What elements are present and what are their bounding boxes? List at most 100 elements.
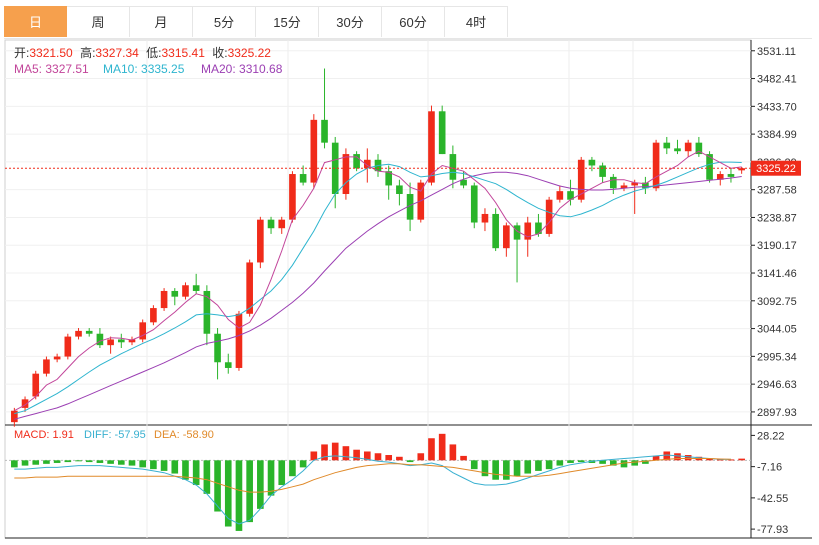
- candle-body: [160, 290, 168, 309]
- candle-body: [695, 142, 703, 155]
- candle-body: [139, 322, 147, 340]
- macd-bar: [289, 460, 296, 477]
- candle-body: [438, 111, 446, 155]
- candle-body: [535, 222, 542, 234]
- close-label: 收:: [212, 46, 227, 60]
- ma10-legend: MA10: 3335.25: [103, 62, 185, 76]
- macd-bar: [684, 455, 692, 461]
- y-tick-label: 2946.63: [757, 379, 797, 391]
- tab-1[interactable]: 周: [67, 6, 130, 37]
- macd-bar: [139, 460, 147, 468]
- candle-body: [53, 356, 61, 360]
- grid: [4, 39, 812, 539]
- open-label: 开:: [14, 46, 29, 60]
- moving-averages: [5, 150, 751, 420]
- candle-body: [663, 142, 671, 149]
- high-label: 高:: [80, 45, 95, 60]
- timeframe-tabs: 日周月 5分 15分 30分 60分 4时: [4, 6, 812, 39]
- macd-bar: [75, 460, 82, 462]
- candle-body: [385, 171, 393, 186]
- candle-body: [331, 142, 339, 194]
- ma10-line: [14, 161, 742, 415]
- macd-bar: [278, 460, 286, 486]
- candle-body: [96, 333, 104, 346]
- candle-body: [545, 199, 553, 234]
- candle-body: [492, 213, 499, 249]
- macd-bar: [385, 455, 393, 461]
- macd-bar: [545, 460, 553, 470]
- tab-2[interactable]: 月: [130, 6, 193, 37]
- macd-bar: [438, 433, 446, 461]
- tab-6[interactable]: 60分: [382, 6, 445, 37]
- macd-bar: [257, 460, 264, 509]
- macd-bar: [727, 459, 735, 461]
- y-tick-label: 3433.70: [757, 101, 797, 113]
- y-tick-label: 3092.75: [757, 296, 797, 308]
- y-tick-label: 3044.05: [757, 324, 797, 336]
- y-tick-label: 3384.99: [757, 129, 797, 141]
- tab-7[interactable]: 4时: [445, 6, 508, 37]
- y-tick-label: 3238.87: [757, 212, 797, 224]
- macd-bar: [331, 442, 339, 461]
- tab-0[interactable]: 日: [4, 6, 67, 37]
- candle-body: [642, 182, 649, 189]
- candle-body: [214, 333, 221, 363]
- candle-body: [107, 339, 114, 346]
- macd-bar: [599, 460, 606, 464]
- candle-body: [588, 159, 596, 166]
- tab-5[interactable]: 30分: [319, 6, 382, 37]
- candle-body: [577, 159, 585, 200]
- macd-bar: [577, 460, 585, 463]
- macd-bar: [64, 460, 72, 463]
- low-value: 3315.41: [162, 46, 206, 60]
- ma20-line: [14, 171, 742, 420]
- macd-bar: [470, 460, 478, 470]
- macd-bar: [32, 460, 40, 465]
- candle-body: [738, 168, 745, 171]
- macd-legend: MACD: 1.91 DIFF: -57.95 DEA: -58.90: [14, 429, 214, 441]
- macd-bar: [353, 449, 360, 461]
- tab-3[interactable]: 5分: [193, 6, 256, 37]
- y-tick-label: 3287.58: [757, 185, 797, 197]
- candle-body: [150, 308, 157, 323]
- macd-bar: [203, 460, 211, 494]
- candle-body: [470, 185, 478, 223]
- macd-bar: [310, 451, 318, 461]
- macd-bar: [738, 458, 745, 461]
- macd-bar: [481, 460, 489, 477]
- close-value: 3325.22: [228, 46, 272, 60]
- tab-4[interactable]: 15分: [256, 6, 319, 37]
- low-label: 低:: [146, 46, 161, 60]
- macd-bar: [235, 460, 243, 531]
- candle-body: [278, 219, 286, 229]
- macd-bar: [171, 460, 179, 474]
- candle-body: [192, 285, 200, 291]
- macd-y-tick-label: 28.22: [757, 430, 785, 442]
- macd-bar: [674, 453, 681, 461]
- candle-body: [64, 336, 72, 357]
- candle-body: [567, 191, 574, 200]
- macd-bar: [267, 460, 275, 496]
- last-price-box: [751, 160, 801, 176]
- macd-bar: [396, 456, 403, 461]
- candle-body: [289, 174, 296, 220]
- y-axis-labels: 3531.113482.413433.703384.993336.293287.…: [751, 46, 797, 536]
- macd-bar: [85, 460, 93, 463]
- candle-body: [503, 225, 510, 249]
- ma5-line: [14, 150, 742, 412]
- macd-bar: [406, 460, 414, 463]
- ma20-legend: MA20: 3310.68: [201, 62, 283, 76]
- candle-body: [299, 174, 307, 183]
- candle-body: [235, 313, 243, 368]
- candle-body: [32, 373, 40, 397]
- diff-line: [14, 454, 731, 525]
- macd-bar: [556, 460, 564, 466]
- plot-frame: [4, 39, 752, 539]
- candle-body: [75, 330, 82, 337]
- candle-body: [406, 194, 414, 220]
- macd-bar: [182, 460, 189, 480]
- macd-y-tick-label: -77.93: [757, 524, 788, 536]
- candle-body: [460, 179, 467, 186]
- macd-y-tick-label: -42.55: [757, 493, 788, 505]
- candle-body: [342, 154, 350, 194]
